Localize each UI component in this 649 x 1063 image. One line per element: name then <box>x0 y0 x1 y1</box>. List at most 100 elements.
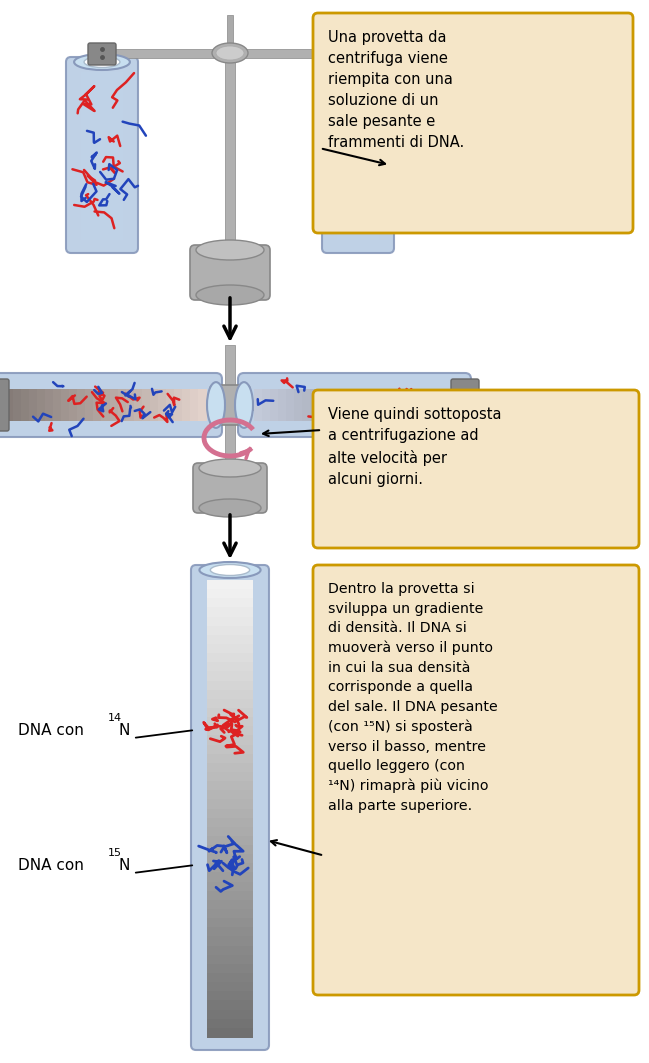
Bar <box>207 617 253 626</box>
Ellipse shape <box>84 56 120 67</box>
Bar <box>207 937 253 946</box>
Bar <box>207 790 253 799</box>
Ellipse shape <box>196 240 264 260</box>
Ellipse shape <box>340 56 376 67</box>
Bar <box>207 845 253 855</box>
Bar <box>37 389 45 421</box>
Bar <box>207 855 253 864</box>
Bar <box>150 389 158 421</box>
Bar <box>286 389 295 421</box>
FancyBboxPatch shape <box>210 385 250 425</box>
FancyBboxPatch shape <box>190 244 270 300</box>
Text: Dentro la provetta si
sviluppa un gradiente
di densità. Il DNA si
muoverà verso : Dentro la provetta si sviluppa un gradie… <box>328 583 498 813</box>
FancyBboxPatch shape <box>322 57 394 253</box>
Ellipse shape <box>74 54 130 70</box>
Bar <box>207 809 253 819</box>
Bar <box>439 389 447 421</box>
Bar <box>190 389 199 421</box>
Bar <box>207 1010 253 1019</box>
Ellipse shape <box>212 43 248 63</box>
Bar <box>0 401 214 409</box>
Bar <box>69 389 78 421</box>
Bar <box>207 973 253 982</box>
Bar <box>337 72 379 240</box>
Bar <box>225 345 235 505</box>
Text: Viene quindi sottoposta
a centrifugazione ad
alte velocità per
alcuni giorni.: Viene quindi sottoposta a centrifugazion… <box>328 407 502 487</box>
Bar <box>134 389 142 421</box>
Bar <box>207 955 253 964</box>
FancyBboxPatch shape <box>313 390 639 549</box>
Bar <box>5 389 14 421</box>
Bar <box>61 389 70 421</box>
Bar <box>398 389 408 421</box>
FancyBboxPatch shape <box>0 373 222 437</box>
Bar <box>374 389 383 421</box>
Bar <box>207 772 253 781</box>
Bar <box>431 389 439 421</box>
Bar <box>29 389 38 421</box>
Bar <box>207 781 253 791</box>
Bar <box>262 389 271 421</box>
Bar <box>77 389 86 421</box>
Bar <box>207 580 253 1037</box>
FancyBboxPatch shape <box>193 463 267 513</box>
Bar <box>141 389 150 421</box>
Ellipse shape <box>199 499 261 517</box>
Bar <box>207 982 253 992</box>
FancyBboxPatch shape <box>451 379 479 431</box>
Bar <box>310 389 319 421</box>
FancyBboxPatch shape <box>0 379 9 431</box>
Bar <box>81 72 123 240</box>
Bar <box>358 389 367 421</box>
Bar <box>207 873 253 882</box>
FancyBboxPatch shape <box>238 373 471 437</box>
Bar <box>207 891 253 900</box>
Bar <box>415 389 423 421</box>
Bar <box>207 763 253 773</box>
Bar <box>165 389 175 421</box>
Text: DNA con: DNA con <box>18 858 89 873</box>
Bar <box>207 718 253 727</box>
Bar <box>93 389 102 421</box>
Bar <box>207 754 253 763</box>
Bar <box>207 626 253 636</box>
Bar <box>294 389 302 421</box>
Bar <box>207 635 253 644</box>
Bar <box>207 653 253 662</box>
Bar <box>207 918 253 928</box>
Bar <box>207 672 253 681</box>
Bar <box>117 389 126 421</box>
Ellipse shape <box>196 285 264 305</box>
Text: Una provetta da
centrifuga viene
riempita con una
soluzione di un
sale pesante e: Una provetta da centrifuga viene riempit… <box>328 30 464 150</box>
Bar <box>227 15 233 50</box>
Bar <box>21 389 30 421</box>
Bar <box>207 662 253 672</box>
Bar <box>86 389 94 421</box>
Bar <box>343 389 351 421</box>
Ellipse shape <box>210 564 250 575</box>
Bar <box>334 389 343 421</box>
Bar <box>391 389 399 421</box>
Bar <box>207 598 253 608</box>
Ellipse shape <box>199 459 261 477</box>
Bar <box>101 389 110 421</box>
Text: N: N <box>118 858 129 873</box>
Bar <box>318 389 327 421</box>
Bar <box>207 1018 253 1028</box>
Bar <box>207 909 253 918</box>
Bar <box>45 389 54 421</box>
Bar <box>326 389 335 421</box>
Bar <box>198 389 206 421</box>
Bar <box>207 690 253 699</box>
Bar <box>246 401 470 409</box>
FancyBboxPatch shape <box>191 566 269 1050</box>
Bar <box>350 389 359 421</box>
Ellipse shape <box>207 382 225 428</box>
Bar <box>182 389 190 421</box>
Bar <box>447 389 456 421</box>
Bar <box>207 644 253 654</box>
Bar <box>53 389 62 421</box>
Bar <box>207 580 253 590</box>
Bar <box>225 62 235 250</box>
Bar <box>207 863 253 873</box>
